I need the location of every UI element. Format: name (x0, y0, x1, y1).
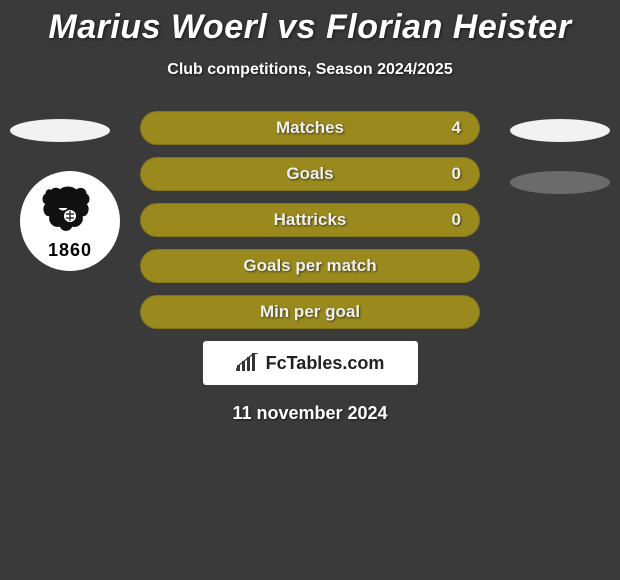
stat-label: Goals (286, 164, 333, 184)
bar-chart-icon (236, 353, 260, 373)
stat-bar-matches: Matches 4 (140, 111, 480, 145)
stat-bar-goals-per-match: Goals per match (140, 249, 480, 283)
lion-icon (40, 186, 100, 238)
stat-bar-goals: Goals 0 (140, 157, 480, 191)
stat-bars: Matches 4 Goals 0 Hattricks 0 Goals per … (140, 111, 480, 329)
stat-bar-hattricks: Hattricks 0 (140, 203, 480, 237)
subtitle: Club competitions, Season 2024/2025 (0, 61, 620, 79)
comparison-content: 1860 Matches 4 Goals 0 Hattricks 0 Goals… (0, 111, 620, 424)
stat-label: Min per goal (260, 302, 360, 322)
player-right-club-placeholder (510, 171, 610, 194)
club-year: 1860 (48, 240, 92, 261)
date-label: 11 november 2024 (0, 403, 620, 424)
fctables-watermark: FcTables.com (203, 341, 418, 385)
stat-label: Hattricks (274, 210, 347, 230)
player-left-club-badge: 1860 (20, 171, 120, 271)
stat-value: 0 (452, 164, 461, 184)
stat-bar-min-per-goal: Min per goal (140, 295, 480, 329)
page-title: Marius Woerl vs Florian Heister (0, 0, 620, 47)
player-left-avatar (10, 119, 110, 142)
stat-label: Matches (276, 118, 344, 138)
stat-label: Goals per match (243, 256, 376, 276)
player-right-avatar (510, 119, 610, 142)
fctables-label: FcTables.com (266, 353, 385, 374)
stat-value: 0 (452, 210, 461, 230)
stat-value: 4 (452, 118, 461, 138)
